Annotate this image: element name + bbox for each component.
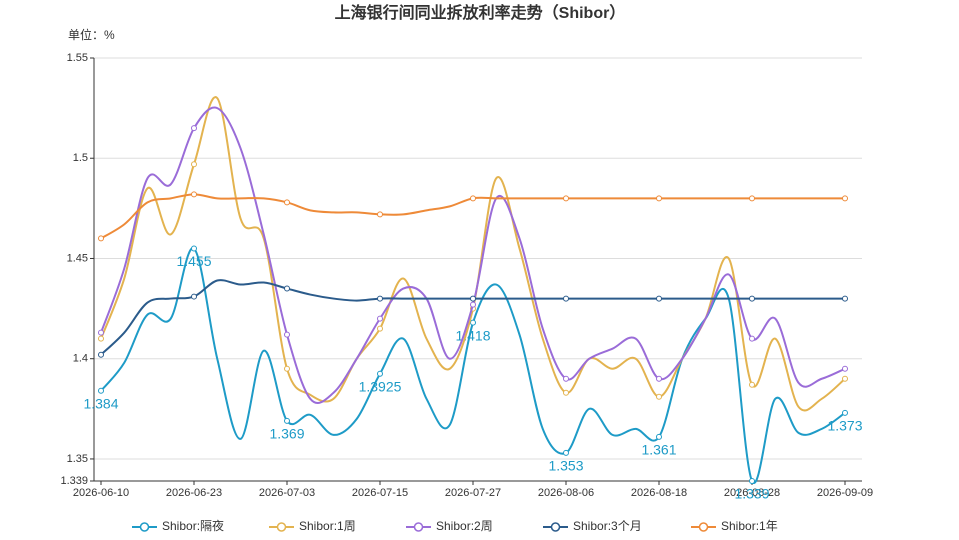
point-marker [656, 195, 662, 202]
legend-label: Shibor:隔夜 [162, 518, 224, 533]
point-marker [284, 285, 290, 292]
point-marker [377, 370, 383, 377]
legend-label: Shibor:3个月 [573, 519, 642, 533]
x-tick-label: 2026-08-18 [631, 487, 687, 499]
point-marker [284, 417, 290, 424]
point-marker [563, 449, 569, 456]
legend-marker [550, 522, 561, 532]
data-label: 1.384 [83, 395, 118, 411]
legend-marker [276, 522, 287, 532]
legend-marker [139, 522, 150, 532]
point-marker [98, 329, 104, 336]
x-tick-label: 2026-06-23 [166, 487, 222, 499]
point-marker [191, 245, 197, 252]
point-marker [377, 325, 383, 332]
y-tick-label: 1.4 [73, 353, 88, 365]
point-marker [563, 375, 569, 382]
point-marker [749, 478, 755, 484]
data-label: 1.373 [827, 418, 862, 434]
point-marker [563, 195, 569, 202]
point-marker [98, 351, 104, 358]
y-tick-label: 1.5 [73, 152, 88, 164]
y-tick-label: 1.55 [67, 52, 88, 64]
legend-label: Shibor:2周 [436, 519, 493, 533]
data-label: 1.455 [176, 253, 211, 269]
x-tick-label: 2026-08-06 [538, 487, 594, 499]
point-marker [563, 295, 569, 302]
point-marker [98, 335, 104, 342]
point-marker [470, 195, 476, 202]
point-marker [656, 433, 662, 440]
point-marker [284, 331, 290, 338]
data-label: 1.3925 [359, 378, 402, 394]
point-marker [470, 301, 476, 308]
data-label: 1.369 [269, 426, 304, 442]
point-marker [842, 409, 848, 416]
point-marker [563, 389, 569, 396]
y-unit: 单位：% [68, 27, 115, 42]
legend-label: Shibor:1年 [721, 519, 778, 533]
point-marker [191, 161, 197, 168]
data-label: 1.361 [641, 442, 676, 458]
legend-label: Shibor:1周 [299, 519, 356, 533]
point-marker [377, 211, 383, 218]
y-tick-label: 1.35 [67, 453, 88, 465]
x-tick-label: 2026-06-10 [73, 487, 129, 499]
y-tick-label: 1.45 [67, 252, 88, 264]
point-marker [191, 191, 197, 198]
data-label: 1.353 [548, 458, 583, 474]
point-marker [98, 235, 104, 242]
point-marker [377, 315, 383, 322]
point-marker [749, 335, 755, 342]
data-label: 1.339 [734, 486, 769, 502]
point-marker [98, 387, 104, 394]
point-marker [842, 365, 848, 372]
series-line [100, 279, 845, 356]
legend-marker [698, 522, 709, 532]
x-tick-label: 2026-07-27 [445, 487, 501, 499]
x-tick-label: 2026-07-15 [352, 487, 408, 499]
point-marker [656, 375, 662, 382]
point-marker [284, 365, 290, 372]
chart-title: 上海银行间同业拆放利率走势（Shibor） [335, 3, 626, 22]
x-tick-label: 2026-09-09 [817, 487, 873, 499]
point-marker [191, 293, 197, 300]
x-tick-label: 2026-07-03 [259, 487, 315, 499]
point-marker [470, 319, 476, 326]
point-marker [470, 295, 476, 302]
point-marker [749, 381, 755, 388]
x-tick-label: 2026-08-28 [724, 487, 780, 499]
point-marker [656, 295, 662, 302]
point-marker [656, 393, 662, 400]
y-tick-label: 1.339 [60, 475, 88, 487]
point-marker [842, 195, 848, 202]
series-line [100, 96, 846, 412]
point-marker [284, 199, 290, 206]
point-marker [191, 125, 197, 132]
legend-marker [413, 522, 424, 532]
point-marker [377, 295, 383, 302]
point-marker [749, 295, 755, 302]
series-line [100, 106, 846, 404]
point-marker [749, 195, 755, 202]
point-marker [842, 375, 848, 382]
point-marker [842, 295, 848, 302]
